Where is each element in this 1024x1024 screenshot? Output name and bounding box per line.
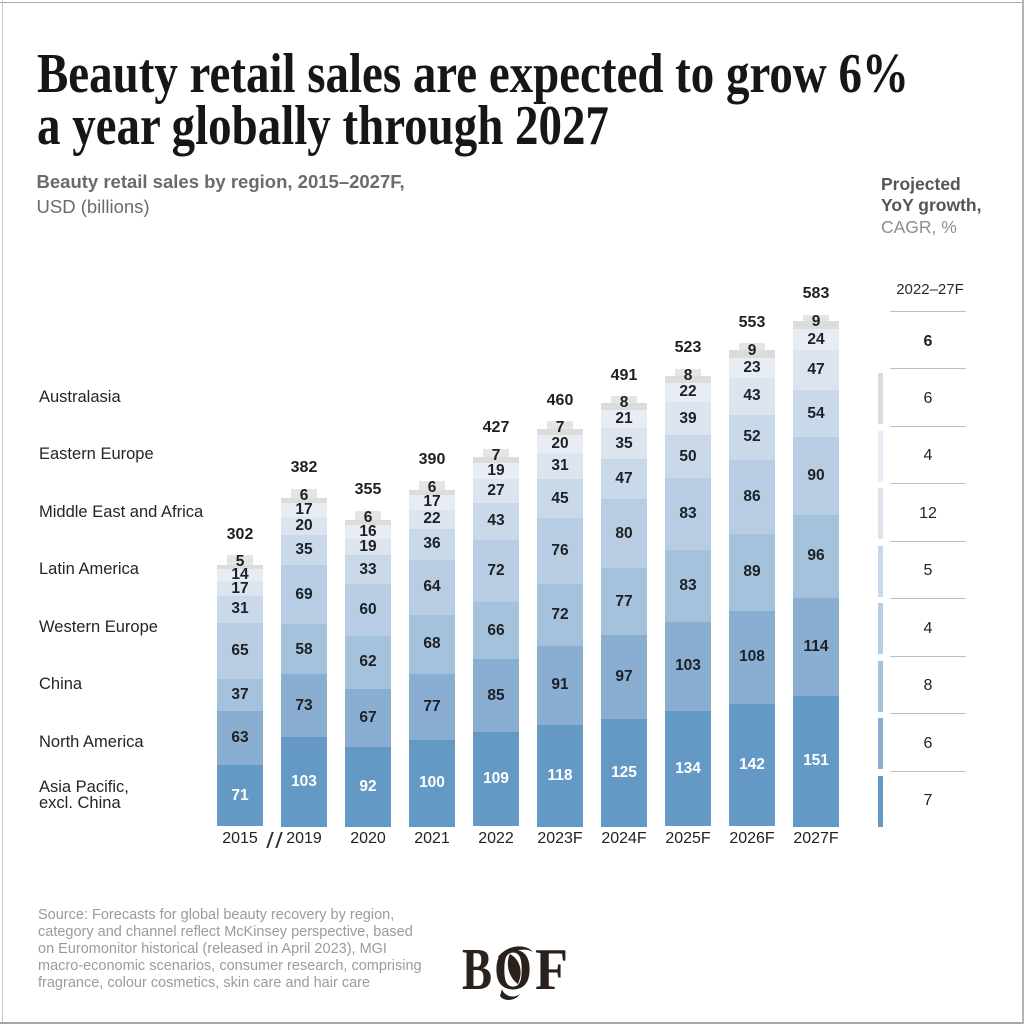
svg-text:F: F (535, 942, 568, 1002)
svg-text:B: B (462, 942, 492, 1002)
